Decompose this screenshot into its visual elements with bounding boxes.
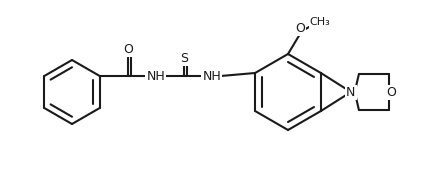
Text: S: S: [180, 51, 188, 65]
Text: NH: NH: [146, 70, 165, 82]
Text: O: O: [123, 42, 133, 56]
Text: CH₃: CH₃: [309, 17, 330, 27]
Text: NH: NH: [202, 70, 221, 82]
Text: O: O: [386, 85, 396, 99]
Text: N: N: [346, 85, 356, 99]
Text: O: O: [295, 22, 305, 34]
